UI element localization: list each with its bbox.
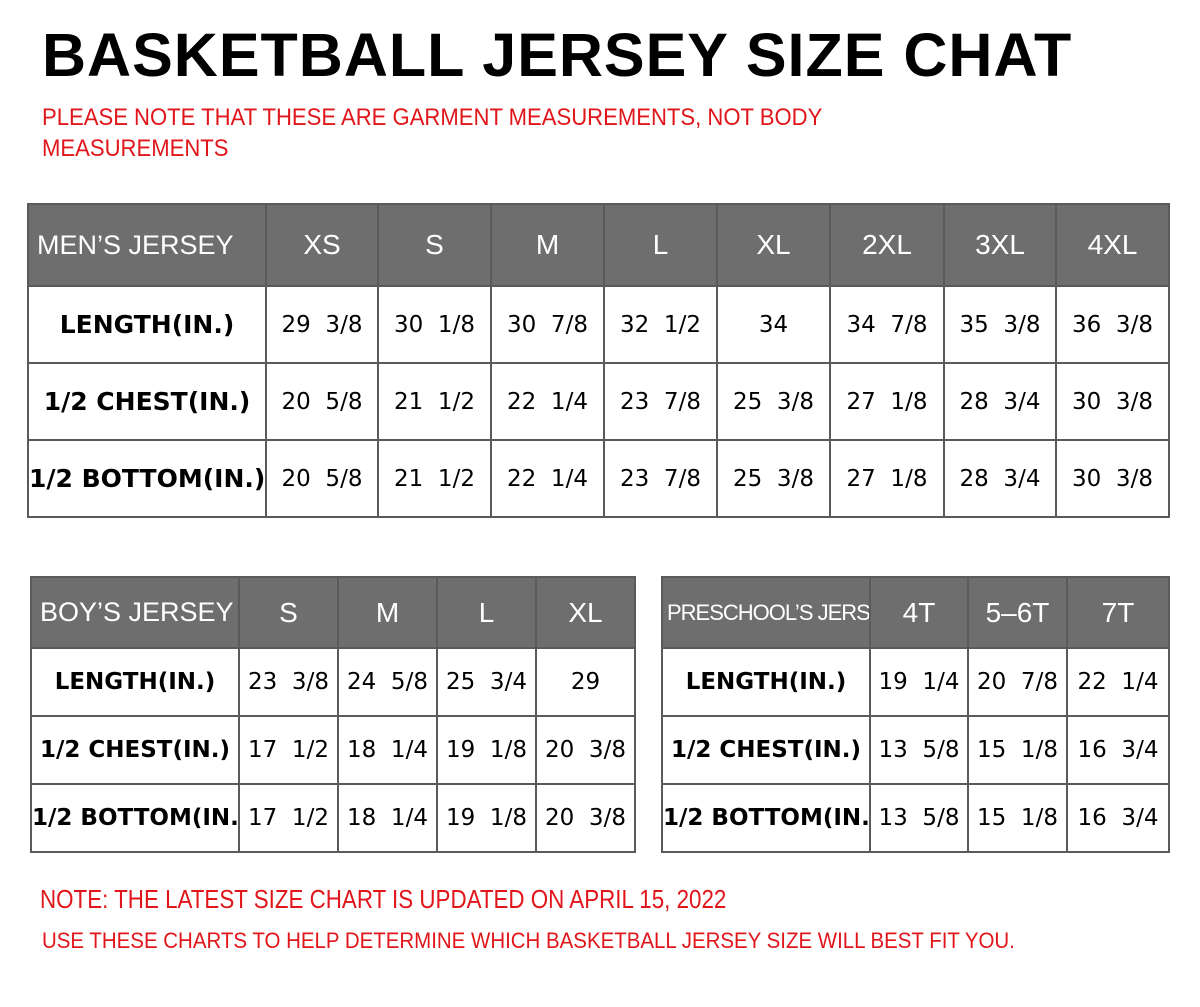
garment-note-line1: PLEASE NOTE THAT THESE ARE GARMENT MEASU…: [42, 104, 823, 131]
preschool-size-table: PRESCHOOL’S JERSEY4T5–6T7TLENGTH(IN.)19 …: [661, 576, 1170, 853]
measurement-cell: 19 1/4: [869, 647, 969, 717]
row-label: 1/2 CHEST(IN.): [30, 715, 240, 785]
row-label: 1/2 BOTTOM(IN.): [30, 783, 240, 853]
row-label: LENGTH(IN.): [27, 285, 267, 364]
measurement-cell: 23 3/8: [238, 647, 339, 717]
garment-note-line2: MEASUREMENTS: [42, 135, 229, 162]
measurement-cell: 22 1/4: [490, 362, 605, 441]
table-title: BOY’S JERSEY: [30, 576, 240, 649]
table-row: 1/2 BOTTOM(IN.) 17 1/2 18 1/4 19 1/8 20 3/8: [30, 783, 636, 853]
size-header: 5–6T: [967, 576, 1068, 649]
measurement-cell: 18 1/4: [337, 783, 438, 853]
measurement-cell: 25 3/4: [436, 647, 537, 717]
row-label: 1/2 CHEST(IN.): [661, 715, 871, 785]
measurement-cell: 15 1/8: [967, 783, 1068, 853]
table-row: LENGTH(IN.) 29 3/8 30 1/8 30 7/8 32 1/2 34 34 …: [27, 285, 1170, 364]
measurement-cell: 28 3/4: [943, 439, 1057, 518]
table-row: LENGTH(IN.) 19 1/4 20 7/8 22 1/4: [661, 647, 1170, 717]
measurement-cell: 20 5/8: [265, 362, 379, 441]
header-row: BOY’S JERSEY S M L XL: [30, 576, 636, 649]
measurement-cell: 21 1/2: [377, 439, 492, 518]
table-title: PRESCHOOL’S JERSEY: [661, 576, 871, 649]
size-header: L: [436, 576, 537, 649]
measurement-cell: 30 1/8: [377, 285, 492, 364]
size-header: XL: [716, 203, 831, 287]
measurement-cell: 23 7/8: [603, 362, 718, 441]
measurement-cell: 13 5/8: [869, 715, 969, 785]
measurement-cell: 17 1/2: [238, 783, 339, 853]
row-label: 1/2 BOTTOM(IN.): [661, 783, 871, 853]
size-header: S: [377, 203, 492, 287]
measurement-cell: 16 3/4: [1066, 783, 1170, 853]
measurement-cell: 23 7/8: [603, 439, 718, 518]
measurement-cell: 20 5/8: [265, 439, 379, 518]
measurement-cell: 34: [716, 285, 831, 364]
row-label: 1/2 CHEST(IN.): [27, 362, 267, 441]
measurement-cell: 30 3/8: [1055, 362, 1170, 441]
measurement-cell: 24 5/8: [337, 647, 438, 717]
table-row: 1/2 CHEST(IN.) 17 1/2 18 1/4 19 1/8 20 3/8: [30, 715, 636, 785]
measurement-cell: 29 3/8: [265, 285, 379, 364]
row-label: LENGTH(IN.): [661, 647, 871, 717]
size-header: M: [337, 576, 438, 649]
measurement-cell: 20 3/8: [535, 715, 636, 785]
measurement-cell: 16 3/4: [1066, 715, 1170, 785]
update-note: NOTE: THE LATEST SIZE CHART IS UPDATED O…: [40, 884, 727, 914]
fit-note: USE THESE CHARTS TO HELP DETERMINE WHICH…: [42, 928, 1015, 953]
size-header: 4T: [869, 576, 969, 649]
measurement-cell: 19 1/8: [436, 783, 537, 853]
mens-size-table: MEN’S JERSEY XS S M L XL 2XL 3XL 4XL LENGTH(IN.) 2…: [27, 203, 1170, 518]
table-row: 1/2 CHEST(IN.) 20 5/8 21 1/2 22 1/4 23 7/8 25…: [27, 362, 1170, 441]
table-title: MEN’S JERSEY: [27, 203, 267, 287]
size-header: 4XL: [1055, 203, 1170, 287]
measurement-cell: 21 1/2: [377, 362, 492, 441]
measurement-cell: 35 3/8: [943, 285, 1057, 364]
measurement-cell: 30 7/8: [490, 285, 605, 364]
measurement-cell: 13 5/8: [869, 783, 969, 853]
table-row: 1/2 BOTTOM(IN.) 13 5/8 15 1/8 16 3/4: [661, 783, 1170, 853]
measurement-cell: 34 7/8: [829, 285, 945, 364]
measurement-cell: 17 1/2: [238, 715, 339, 785]
size-header: M: [490, 203, 605, 287]
page-title: BASKETBALL JERSEY SIZE CHAT: [42, 21, 1073, 89]
row-label: LENGTH(IN.): [30, 647, 240, 717]
boys-size-table: BOY’S JERSEY S M L XL LENGTH(IN.) 23 3/8 24 5/8…: [30, 576, 636, 853]
measurement-cell: 27 1/8: [829, 439, 945, 518]
table-row: 1/2 BOTTOM(IN.) 20 5/8 21 1/2 22 1/4 23 7/8 2…: [27, 439, 1170, 518]
measurement-cell: 22 1/4: [490, 439, 605, 518]
table-row: 1/2 CHEST(IN.) 13 5/8 15 1/8 16 3/4: [661, 715, 1170, 785]
measurement-cell: 36 3/8: [1055, 285, 1170, 364]
measurement-cell: 20 7/8: [967, 647, 1068, 717]
measurement-cell: 25 3/8: [716, 439, 831, 518]
measurement-cell: 19 1/8: [436, 715, 537, 785]
size-header: 7T: [1066, 576, 1170, 649]
measurement-cell: 30 3/8: [1055, 439, 1170, 518]
table-row: LENGTH(IN.) 23 3/8 24 5/8 25 3/4 29: [30, 647, 636, 717]
size-header: 2XL: [829, 203, 945, 287]
measurement-cell: 29: [535, 647, 636, 717]
size-header: S: [238, 576, 339, 649]
measurement-cell: 15 1/8: [967, 715, 1068, 785]
measurement-cell: 28 3/4: [943, 362, 1057, 441]
size-header: XL: [535, 576, 636, 649]
measurement-cell: 20 3/8: [535, 783, 636, 853]
row-label: 1/2 BOTTOM(IN.): [27, 439, 267, 518]
measurement-cell: 25 3/8: [716, 362, 831, 441]
measurement-cell: 32 1/2: [603, 285, 718, 364]
measurement-cell: 22 1/4: [1066, 647, 1170, 717]
size-header: 3XL: [943, 203, 1057, 287]
header-row: MEN’S JERSEY XS S M L XL 2XL 3XL 4XL: [27, 203, 1170, 287]
measurement-cell: 27 1/8: [829, 362, 945, 441]
size-header: XS: [265, 203, 379, 287]
measurement-cell: 18 1/4: [337, 715, 438, 785]
size-header: L: [603, 203, 718, 287]
